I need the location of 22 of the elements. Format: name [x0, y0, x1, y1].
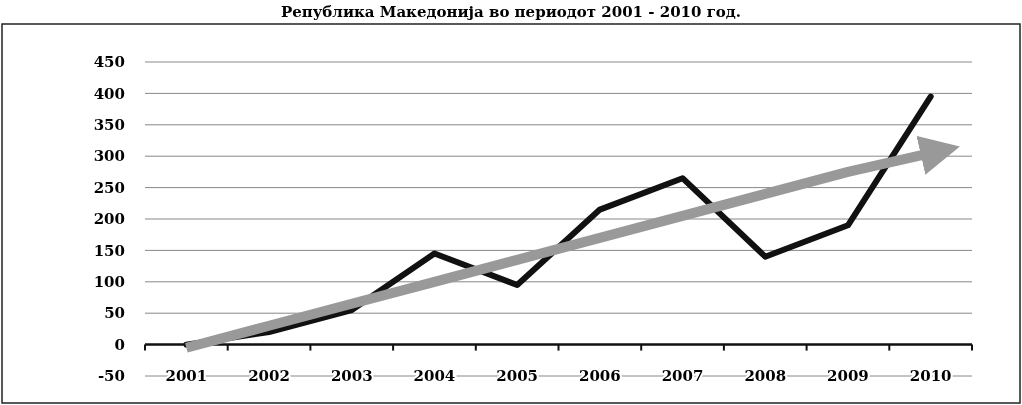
x-tick-label: 2007	[661, 367, 704, 386]
y-tick-label: 0	[114, 335, 125, 354]
y-tick-label: 300	[93, 147, 125, 166]
x-tick-label: 2004	[413, 367, 456, 386]
x-tick-label: 2005	[496, 367, 539, 386]
y-tick-label: 350	[93, 116, 125, 135]
x-tick-label: 2008	[744, 367, 787, 386]
x-tick-label: 2003	[330, 367, 373, 386]
y-tick-label: 100	[93, 273, 125, 292]
x-tick-label: 2010	[909, 367, 952, 386]
chart-title: Република Македонија во периодот 2001 - 2010 год.	[280, 3, 742, 21]
y-tick-label: -50	[97, 367, 125, 386]
y-tick-label: 50	[104, 304, 125, 323]
x-tick-label: 2001	[165, 367, 208, 386]
y-tick-label: 150	[93, 241, 125, 260]
y-tick-label: 400	[93, 84, 125, 103]
x-tick-label: 2009	[827, 367, 869, 386]
x-tick-label: 2002	[248, 367, 290, 386]
y-tick-label: 250	[93, 178, 125, 197]
x-tick-label: 2006	[578, 367, 621, 386]
y-tick-label: 450	[93, 53, 125, 72]
y-tick-label: 200	[93, 210, 125, 229]
